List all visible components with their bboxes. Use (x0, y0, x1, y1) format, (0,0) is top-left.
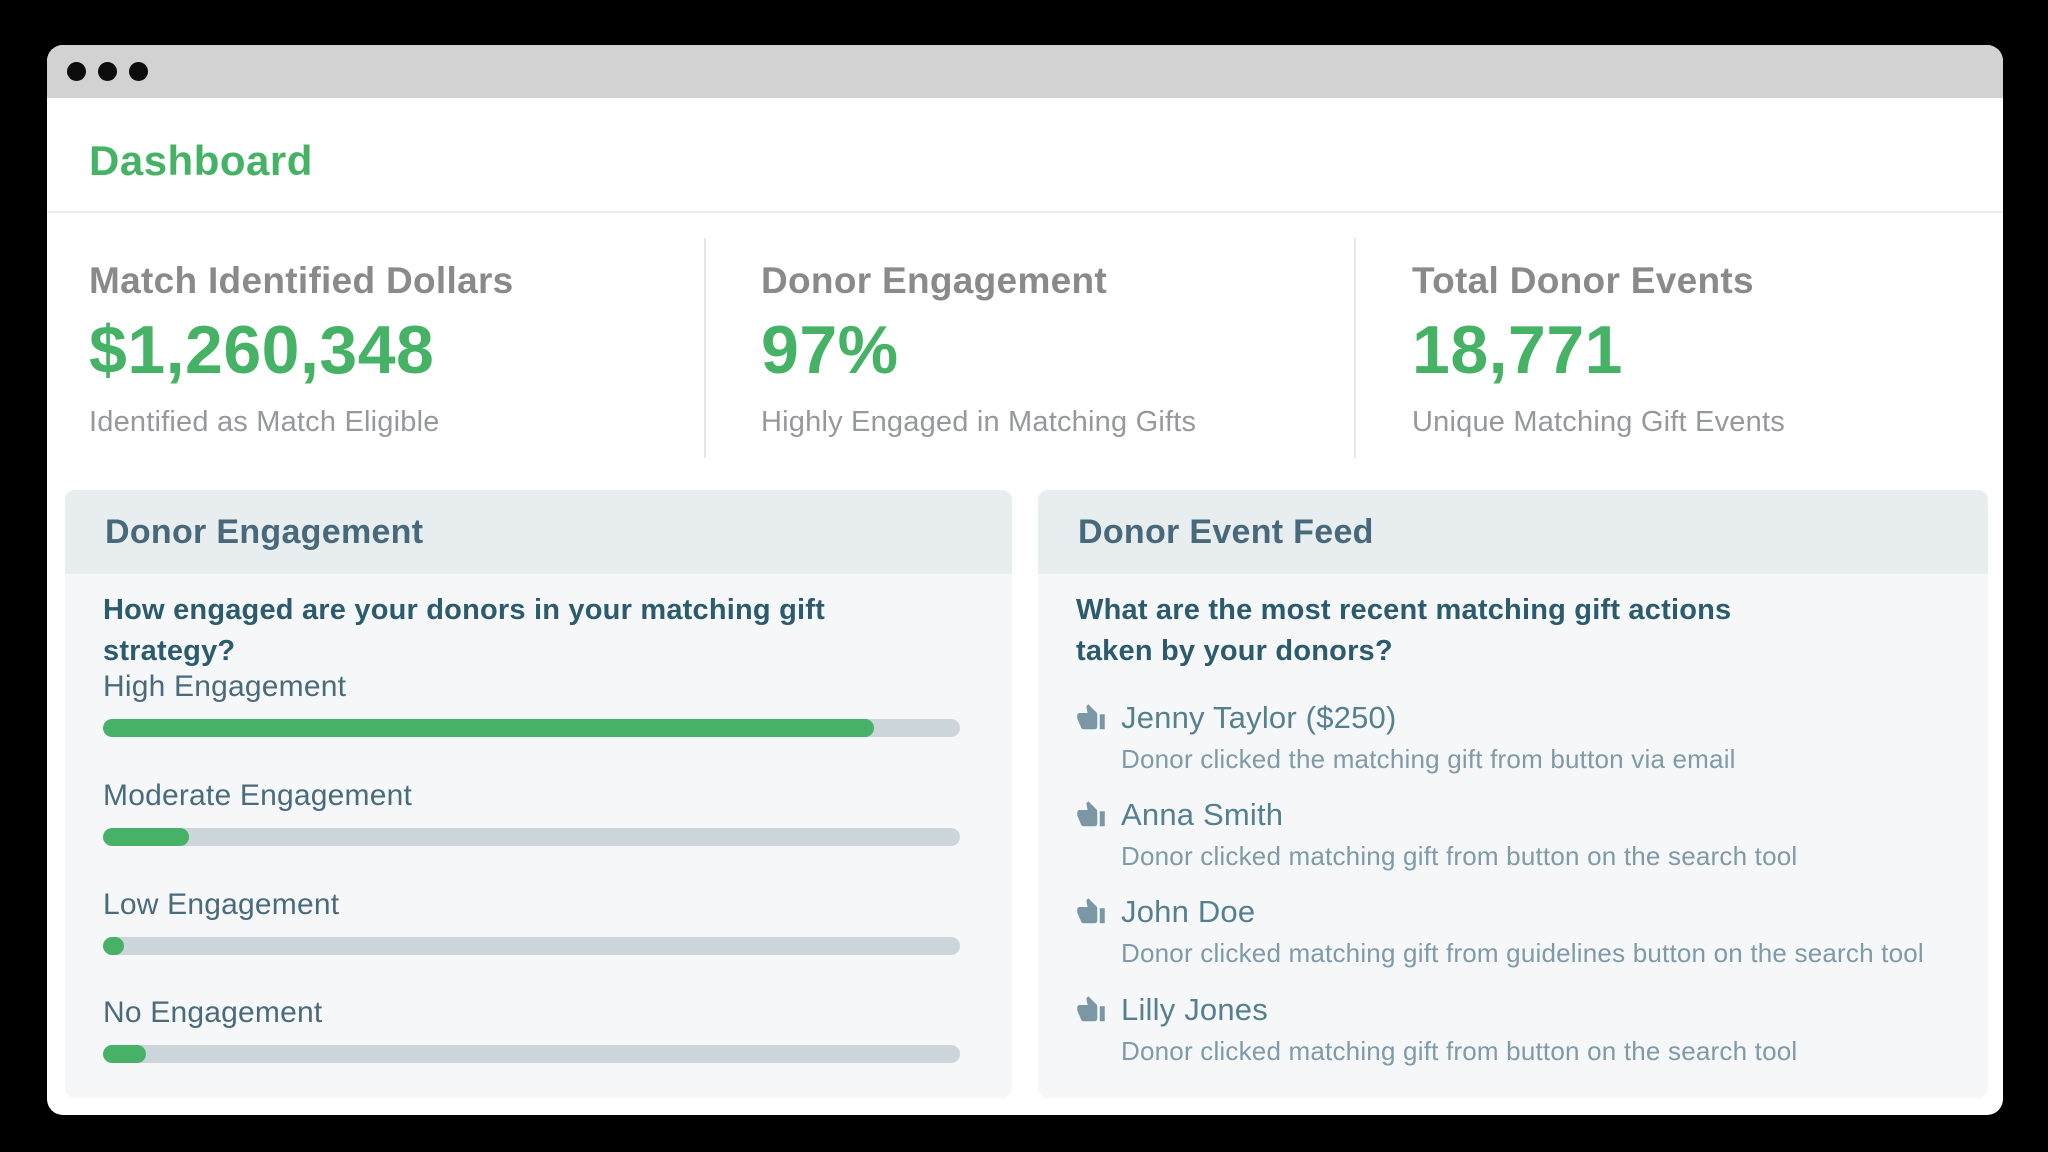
window-titlebar (47, 45, 2003, 98)
thumbs-up-icon (1076, 799, 1106, 831)
panel-body: How engaged are your donors in your matc… (65, 574, 1012, 1098)
window-control-dot-1[interactable] (67, 62, 86, 81)
stat-caption: Unique Matching Gift Events (1412, 406, 1785, 438)
stat-card-total-events: Total Donor Events 18,771 Unique Matchin… (1412, 260, 2012, 439)
stat-divider (1354, 238, 1356, 458)
panel-header: Donor Engagement (65, 490, 1012, 574)
engagement-bar-track (103, 1045, 960, 1063)
panel-header: Donor Event Feed (1038, 490, 1988, 574)
feed-item-name: Lilly Jones (1121, 992, 1268, 1027)
engagement-bar-group: No Engagement (103, 996, 960, 1063)
feed-item: Lilly Jones Donor clicked matching gift … (1076, 992, 1956, 1067)
feed-item-description: Donor clicked the matching gift from but… (1121, 744, 1736, 774)
stat-caption: Highly Engaged in Matching Gifts (761, 406, 1197, 438)
feed-item-description: Donor clicked matching gift from button … (1121, 1036, 1798, 1066)
stat-divider (704, 238, 706, 458)
thumbs-up-icon (1076, 702, 1106, 734)
feed-item: Jenny Taylor ($250) Donor clicked the ma… (1076, 700, 1956, 775)
stat-card-match-dollars: Match Identified Dollars $1,260,348 Iden… (89, 260, 689, 439)
stat-label: Donor Engagement (761, 260, 1108, 301)
donor-engagement-panel: Donor Engagement How engaged are your do… (65, 490, 1012, 1098)
stat-label: Match Identified Dollars (89, 260, 514, 301)
donor-event-feed-panel: Donor Event Feed What are the most recen… (1038, 490, 1988, 1098)
engagement-bar-group: Low Engagement (103, 888, 960, 955)
stat-caption: Identified as Match Eligible (89, 406, 440, 438)
feed-item-name: Jenny Taylor ($250) (1121, 700, 1397, 735)
panel-question: How engaged are your donors in your matc… (103, 594, 825, 667)
panel-title: Donor Engagement (105, 512, 424, 551)
thumbs-up-icon (1076, 896, 1106, 928)
window-control-dot-3[interactable] (129, 62, 148, 81)
feed-item-description: Donor clicked matching gift from guideli… (1121, 938, 1924, 968)
feed-item-name: Anna Smith (1121, 797, 1284, 832)
page-title: Dashboard (89, 137, 313, 184)
stat-value: 18,771 (1412, 312, 1623, 388)
stat-value: 97% (761, 312, 899, 388)
engagement-bar-fill (103, 828, 189, 846)
panel-body: What are the most recent matching gift a… (1038, 574, 1988, 1098)
engagement-bar-label: Low Engagement (103, 888, 340, 921)
engagement-bar-label: No Engagement (103, 996, 323, 1029)
feed-item-description: Donor clicked matching gift from button … (1121, 841, 1798, 871)
engagement-bar-group: High Engagement (103, 670, 960, 737)
feed-item: John Doe Donor clicked matching gift fro… (1076, 894, 1956, 969)
engagement-bar-label: Moderate Engagement (103, 779, 413, 812)
stat-value: $1,260,348 (89, 312, 435, 388)
engagement-bar-track (103, 937, 960, 955)
panel-title: Donor Event Feed (1078, 512, 1374, 551)
window-control-dot-2[interactable] (98, 62, 117, 81)
app-window: Dashboard Match Identified Dollars $1,26… (47, 45, 2003, 1115)
header-divider (47, 211, 2003, 213)
engagement-bar-fill (103, 937, 125, 955)
thumbs-up-icon (1076, 994, 1106, 1026)
engagement-bar-fill (103, 719, 875, 737)
stat-card-donor-engagement: Donor Engagement 97% Highly Engaged in M… (761, 260, 1361, 439)
feed-item: Anna Smith Donor clicked matching gift f… (1076, 797, 1956, 872)
engagement-bar-label: High Engagement (103, 670, 347, 703)
engagement-bar-track (103, 828, 960, 846)
engagement-bar-group: Moderate Engagement (103, 779, 960, 846)
stat-label: Total Donor Events (1412, 260, 1754, 301)
engagement-bar-track (103, 719, 960, 737)
engagement-bar-fill (103, 1045, 146, 1063)
panel-question: What are the most recent matching gift a… (1076, 594, 1732, 667)
feed-item-name: John Doe (1121, 894, 1256, 929)
